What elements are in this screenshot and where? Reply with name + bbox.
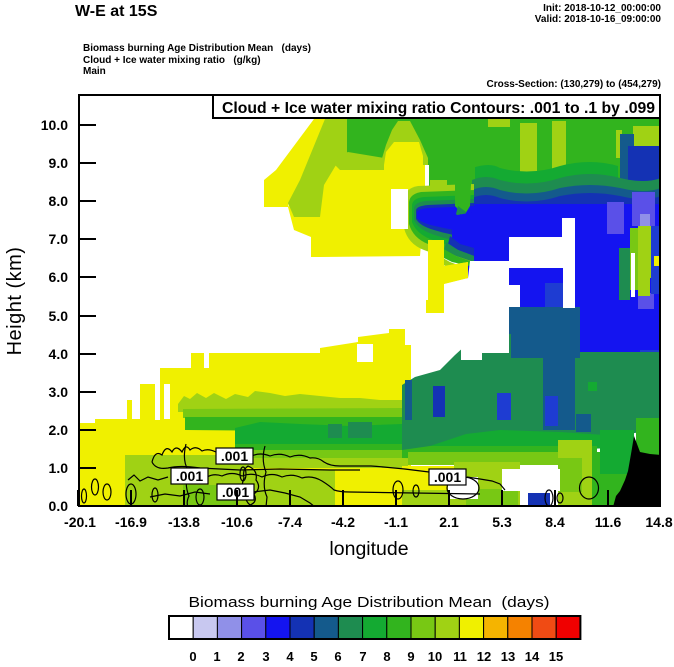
svg-text:2.1: 2.1 [439,514,459,530]
svg-text:.001: .001 [221,448,248,464]
svg-text:9: 9 [407,649,414,664]
svg-text:1.0: 1.0 [49,460,69,476]
svg-text:3: 3 [262,649,269,664]
svg-text:4.0: 4.0 [49,346,69,362]
svg-text:5.3: 5.3 [492,514,512,530]
svg-text:3.0: 3.0 [49,384,69,400]
svg-text:1: 1 [213,649,220,664]
svg-text:-20.1: -20.1 [64,514,96,530]
svg-text:15: 15 [549,649,563,664]
svg-text:Biomass burning Age Distributi: Biomass burning Age Distribution Mean (d… [189,594,550,611]
svg-text:.001: .001 [222,484,249,500]
svg-text:10: 10 [428,649,442,664]
svg-text:5: 5 [310,649,317,664]
svg-text:7.0: 7.0 [49,231,69,247]
svg-text:.001: .001 [434,469,461,485]
svg-text:2: 2 [237,649,244,664]
svg-text:-4.2: -4.2 [331,514,355,530]
svg-text:-13.8: -13.8 [168,514,200,530]
svg-text:8.4: 8.4 [545,514,565,530]
svg-text:14.8: 14.8 [645,514,672,530]
svg-text:2.0: 2.0 [49,422,69,438]
svg-text:Cloud + Ice water mixing ratio: Cloud + Ice water mixing ratio Contours:… [222,100,655,117]
svg-text:8.0: 8.0 [49,193,69,209]
svg-text:14: 14 [525,649,540,664]
svg-text:-7.4: -7.4 [278,514,302,530]
svg-text:8: 8 [383,649,390,664]
svg-text:6.0: 6.0 [49,269,69,285]
svg-text:7: 7 [359,649,366,664]
svg-text:.001: .001 [176,468,203,484]
svg-text:4: 4 [286,649,294,664]
svg-text:-1.1: -1.1 [384,514,408,530]
svg-text:-10.6: -10.6 [221,514,253,530]
svg-text:10.0: 10.0 [41,117,68,133]
svg-text:-16.9: -16.9 [115,514,147,530]
svg-text:11.6: 11.6 [595,514,622,530]
svg-text:Height (km): Height (km) [4,247,26,356]
svg-text:0.0: 0.0 [49,498,69,514]
svg-text:0: 0 [189,649,196,664]
svg-text:12: 12 [477,649,491,664]
svg-text:9.0: 9.0 [49,155,69,171]
svg-text:6: 6 [334,649,341,664]
svg-text:longitude: longitude [329,538,408,560]
svg-text:5.0: 5.0 [49,308,69,324]
svg-text:11: 11 [453,649,467,664]
svg-text:13: 13 [501,649,515,664]
